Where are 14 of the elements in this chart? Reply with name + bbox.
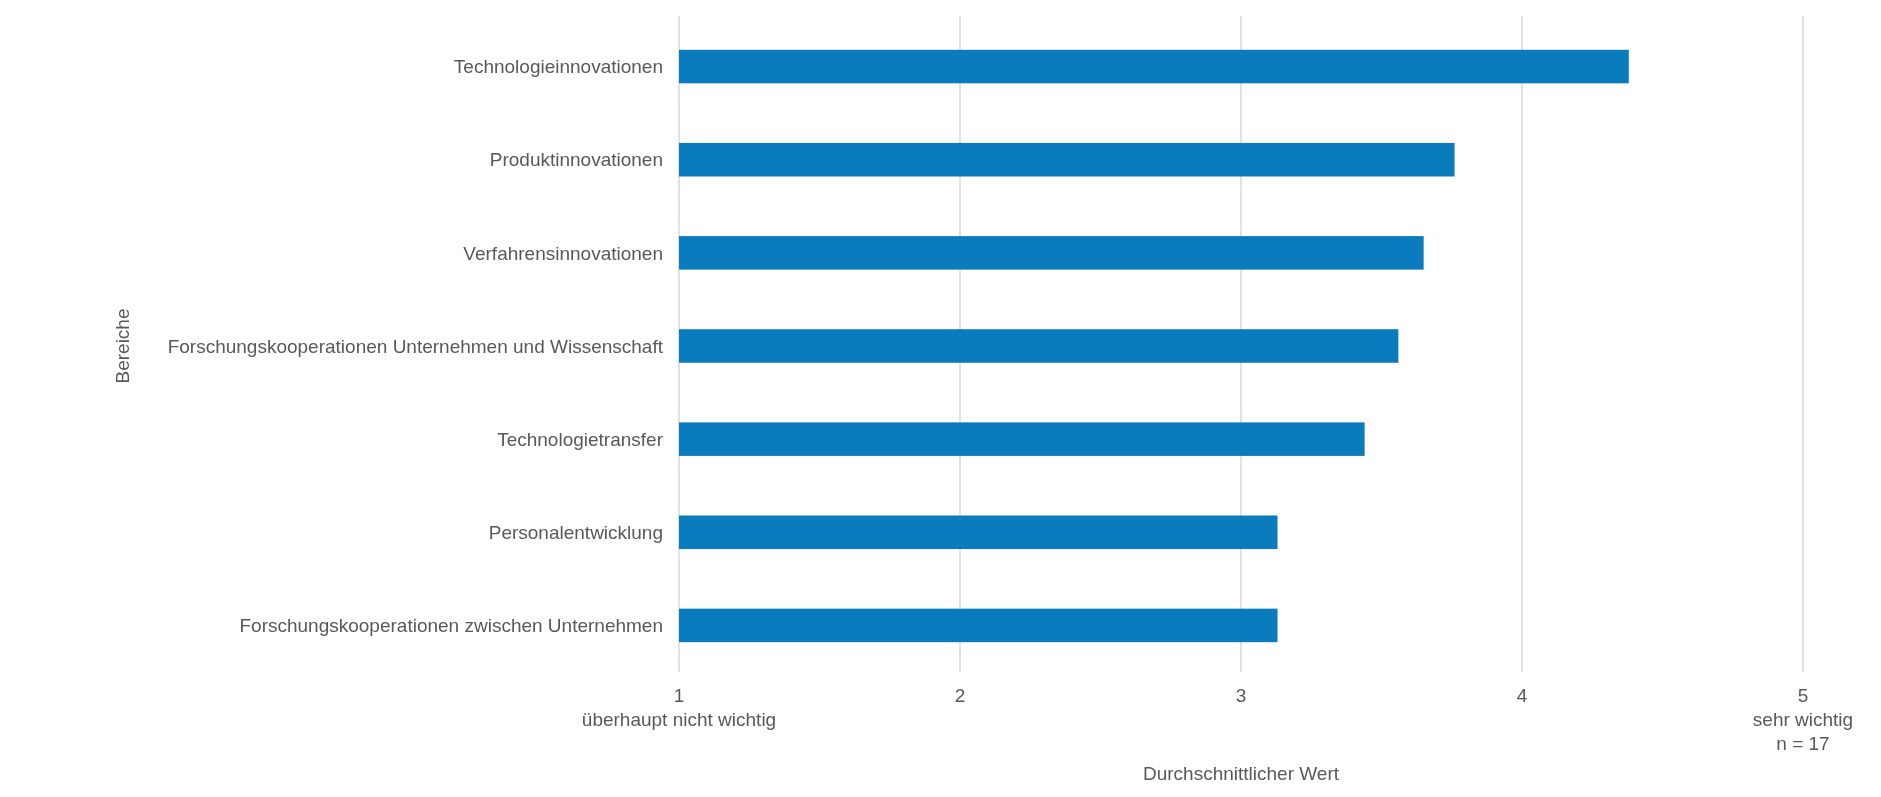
x-tick-label: 4 bbox=[1516, 685, 1528, 706]
y-tick-label: Technologietransfer bbox=[497, 428, 664, 450]
y-tick-label: Produktinnovationen bbox=[489, 149, 663, 171]
y-tick-label: Forschungskooperationen zwischen Unternehmen bbox=[239, 615, 663, 637]
text: n = 17 bbox=[1776, 733, 1830, 754]
y-tick-label: Technologieinnovationen bbox=[453, 56, 663, 78]
y-axis-title: Bereiche bbox=[112, 308, 134, 384]
y-tick-label: Verfahrensinnovationen bbox=[463, 242, 663, 264]
x-axis-title: Durchschnittlicher Wert bbox=[1142, 763, 1340, 784]
x-tick-label: 2 bbox=[954, 685, 966, 706]
y-tick-label: Personalentwicklung bbox=[488, 521, 663, 543]
x-tick-label: 3 bbox=[1235, 685, 1247, 706]
y-tick-label: Forschungskooperationen Unternehmen und Wissenschaft bbox=[167, 335, 664, 357]
x-tick-label: 1 überhaupt nicht wichtig bbox=[581, 685, 777, 730]
